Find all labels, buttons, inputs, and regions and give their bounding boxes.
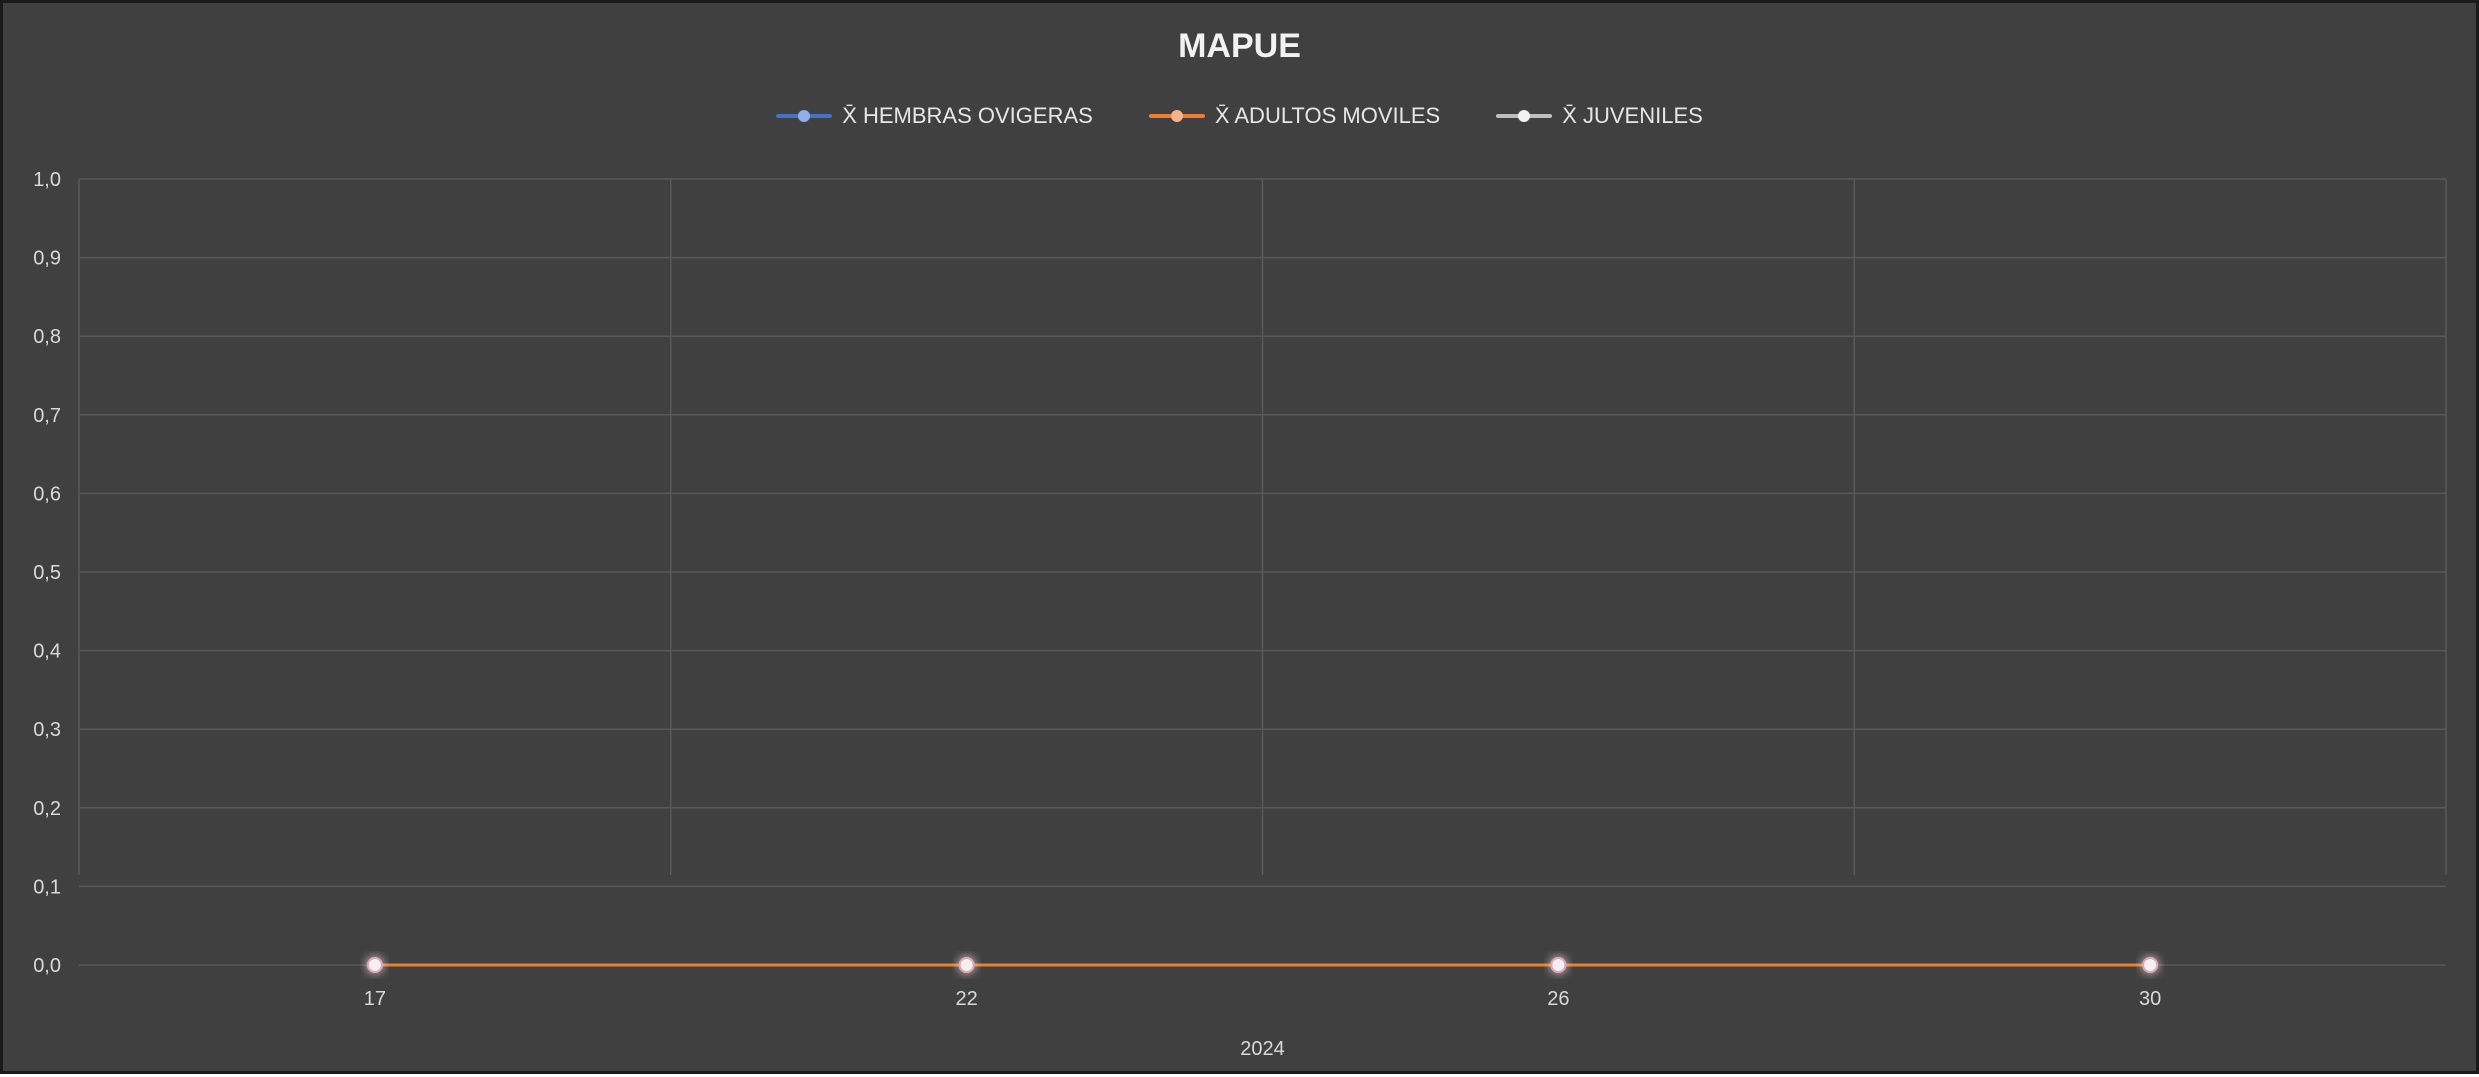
- y-tick-label: 0,9: [33, 248, 61, 270]
- x-tick-label: 22: [956, 988, 978, 1010]
- legend-label-hembras-ovigeras: X̄ HEMBRAS OVIGERAS: [842, 103, 1093, 128]
- legend-item-adultos-moviles[interactable]: X̄ ADULTOS MOVILES: [1148, 103, 1441, 129]
- y-tick-label: 0,7: [33, 405, 61, 427]
- y-tick-label: 0,8: [33, 326, 61, 348]
- x-tick-label: 30: [2139, 988, 2161, 1010]
- y-tick-labels: 0,0 0,1 0,2 0,3 0,4 0,5 0,6 0,7 0,8 0,9 1,0: [33, 169, 61, 977]
- chart-title: MAPUE: [1178, 27, 1301, 65]
- x-tick-label: 26: [1547, 988, 1569, 1010]
- plot-area: 0,0 0,1 0,2 0,3 0,4 0,5 0,6 0,7 0,8 0,9 1,0 17 22 26…: [33, 169, 2447, 1060]
- series-2: [366, 957, 2159, 973]
- chart-legend: X̄ HEMBRAS OVIGERAS X̄ ADULTOS MOVILES X…: [3, 103, 2476, 129]
- y-tick-label: 0,3: [33, 719, 61, 741]
- y-tick-label: 0,6: [33, 483, 61, 505]
- x-axis-label: 2024: [1240, 1038, 1285, 1060]
- data-point[interactable]: [2142, 957, 2159, 973]
- grid-lines: [78, 178, 2447, 966]
- data-point[interactable]: [958, 957, 975, 973]
- y-tick-label: 0,4: [33, 641, 61, 663]
- legend-swatch-adultos-moviles: [1148, 109, 1205, 123]
- y-tick-label: 0,5: [33, 562, 61, 584]
- data-point[interactable]: [366, 957, 383, 973]
- legend-label-adultos-moviles: X̄ ADULTOS MOVILES: [1214, 103, 1441, 128]
- data-point[interactable]: [1550, 957, 1567, 973]
- legend-item-juveniles[interactable]: X̄ JUVENILES: [1496, 103, 1703, 129]
- legend-item-hembras-ovigeras[interactable]: X̄ HEMBRAS OVIGERAS: [776, 103, 1093, 129]
- x-tick-labels: 17 22 26 30: [364, 988, 2162, 1010]
- x-tick-label: 17: [364, 988, 386, 1010]
- legend-swatch-hembras-ovigeras: [776, 109, 833, 123]
- y-tick-label: 0,0: [33, 955, 61, 977]
- y-tick-label: 0,2: [33, 798, 61, 820]
- legend-swatch-juveniles: [1496, 109, 1553, 123]
- y-tick-label: 0,1: [33, 876, 61, 898]
- legend-label-juveniles: X̄ JUVENILES: [1562, 103, 1703, 128]
- series-lines: [366, 957, 2159, 973]
- y-tick-label: 1,0: [33, 169, 61, 191]
